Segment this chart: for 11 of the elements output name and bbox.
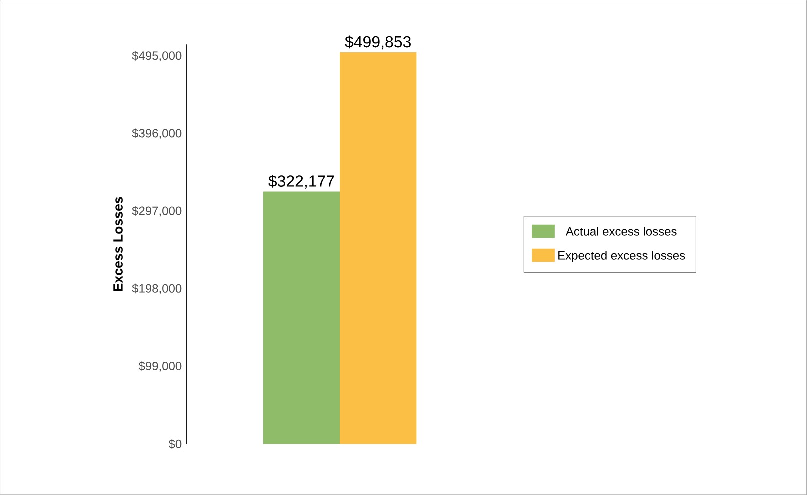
y-axis-title: Excess Losses (114, 197, 123, 292)
legend-label: Expected excess losses (558, 250, 686, 262)
y-tick-label: $99,000 (138, 361, 182, 372)
y-tick-label: $495,000 (132, 51, 182, 62)
y-tick-label: $0 (168, 439, 182, 450)
data-label: $322,177 (268, 174, 334, 189)
legend-label: Actual excess losses (566, 226, 677, 236)
y-tick-label: $396,000 (132, 128, 182, 140)
y-tick-label: $198,000 (132, 284, 182, 294)
data-label: $499,853 (345, 36, 411, 50)
y-tick-label: $297,000 (132, 206, 182, 217)
